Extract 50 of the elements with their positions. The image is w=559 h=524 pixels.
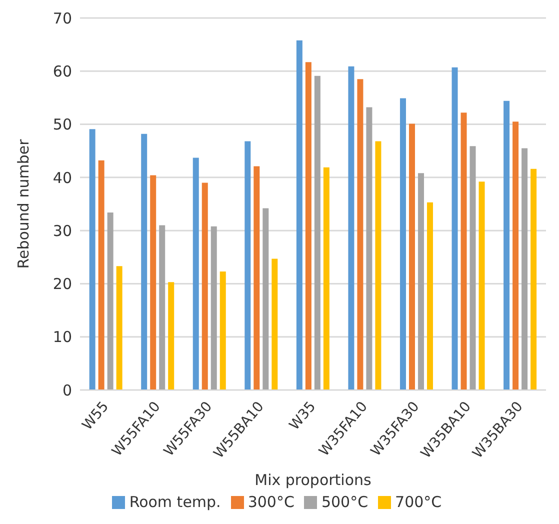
bar: [192, 158, 199, 390]
bar: [272, 258, 278, 390]
bar: [98, 160, 104, 390]
bar: [522, 148, 528, 390]
bar: [460, 112, 467, 390]
legend-label: 300°C: [248, 493, 294, 511]
bar: [512, 122, 519, 390]
bar: [202, 182, 208, 390]
bar: [150, 175, 156, 390]
bar: [418, 173, 424, 390]
y-tick-label: 30: [52, 222, 72, 240]
bar: [348, 66, 354, 390]
y-tick-label: 20: [52, 275, 72, 294]
y-tick-label: 0: [62, 381, 72, 400]
bar: [168, 282, 174, 390]
bar: [504, 100, 510, 390]
bar: [426, 202, 433, 390]
bar: [89, 129, 96, 390]
bar: [357, 79, 364, 390]
bar: [244, 141, 251, 390]
y-tick-label: 10: [52, 328, 72, 346]
bar: [107, 212, 114, 390]
y-axis-title: Rebound number: [14, 138, 32, 269]
bar: [116, 266, 122, 390]
y-tick-label: 70: [52, 9, 72, 28]
bar: [478, 182, 485, 390]
bar: [400, 98, 406, 390]
bar: [470, 146, 476, 390]
bar: [141, 134, 148, 390]
bar: [452, 67, 458, 390]
bar: [159, 225, 166, 390]
bar: [220, 271, 226, 390]
bar: [210, 226, 217, 390]
bar: [375, 141, 382, 390]
bar: [305, 62, 312, 390]
y-tick-label: 40: [52, 168, 72, 187]
bar: [530, 168, 537, 390]
bar: [366, 107, 372, 390]
bar: [254, 166, 260, 390]
bar: [262, 208, 269, 390]
bar: [314, 76, 320, 390]
legend-label: 700°C: [395, 493, 442, 511]
legend-label: 500°C: [321, 493, 368, 511]
y-tick-label: 50: [52, 116, 72, 134]
x-axis-title: Mix proportions: [254, 471, 372, 489]
bar: [296, 40, 302, 390]
legend-label: Room temp.: [129, 493, 221, 511]
y-tick-label: 60: [52, 62, 72, 80]
bar: [408, 124, 415, 390]
bar: [323, 167, 330, 390]
